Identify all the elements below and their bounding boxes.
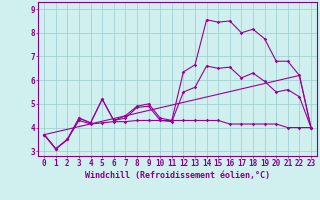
X-axis label: Windchill (Refroidissement éolien,°C): Windchill (Refroidissement éolien,°C) <box>85 171 270 180</box>
